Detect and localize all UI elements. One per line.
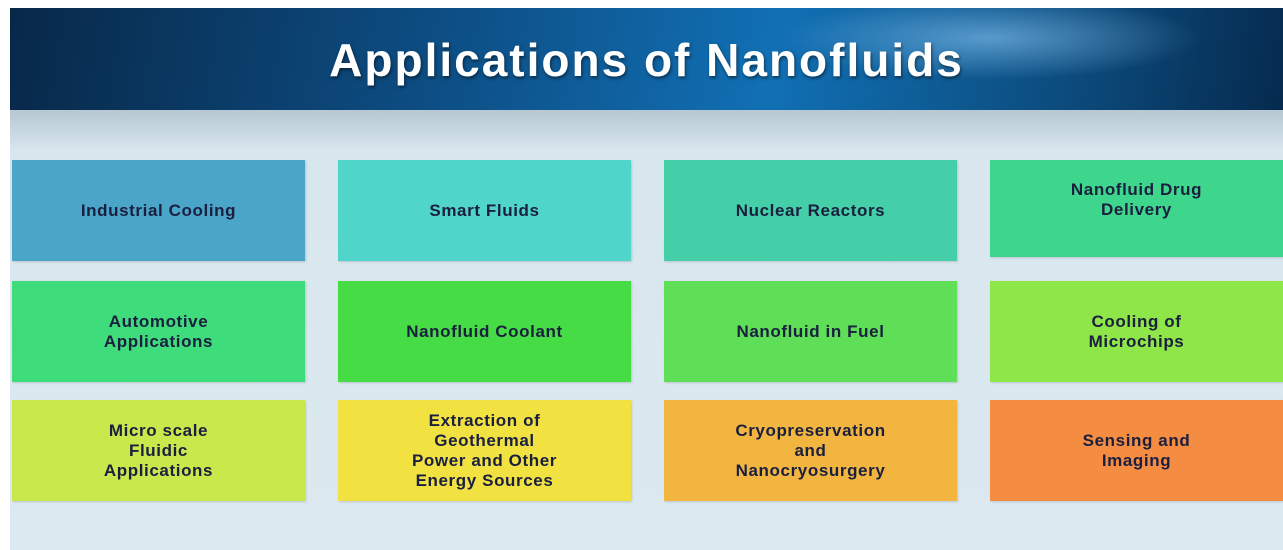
- application-box: Extraction of Geothermal Power and Other En…: [338, 400, 631, 501]
- box-label: Cryopreservation: [735, 420, 886, 440]
- application-box: Industrial Cooling: [12, 160, 305, 261]
- slide-title: Applications of Nanofluids: [329, 34, 964, 86]
- banner: [10, 8, 1283, 110]
- box-label: Applications: [103, 331, 214, 351]
- application-box: Cryopreservation and Nanocryosurgery: [664, 400, 957, 501]
- box-label: Delivery: [1101, 199, 1172, 219]
- box-label: Nanofluid Drug: [1070, 179, 1203, 199]
- box-label: Industrial Cooling: [80, 200, 237, 220]
- box-label: Fluidic: [129, 440, 188, 460]
- application-box: Micro scale Fluidic Applications: [12, 400, 305, 501]
- application-box: Nanofluid Coolant: [338, 281, 631, 382]
- box-label: Energy Sources: [415, 470, 554, 490]
- banner-shadow: [10, 110, 1283, 150]
- box-label: Microchips: [1088, 331, 1185, 351]
- box-label: Nuclear Reactors: [735, 200, 886, 220]
- box-label: Automotive: [108, 311, 209, 331]
- box-label: and: [794, 440, 827, 460]
- application-box: Nuclear Reactors: [664, 160, 957, 261]
- application-box: Sensing and Imaging: [990, 400, 1283, 501]
- box-label: Nanocryosurgery: [735, 460, 886, 480]
- box-label: Sensing and: [1082, 430, 1191, 450]
- application-box: Cooling of Microchips: [990, 281, 1283, 382]
- slide: Applications of Nanofluids Industrial Co…: [10, 8, 1283, 550]
- box-label: Nanofluid Coolant: [406, 321, 563, 341]
- box-label: Geothermal: [434, 430, 535, 450]
- box-label: Extraction of: [428, 410, 541, 430]
- application-box: Automotive Applications: [12, 281, 305, 382]
- application-box: Smart Fluids: [338, 160, 631, 261]
- box-label: Applications: [103, 460, 214, 480]
- box-label: Micro scale: [108, 420, 209, 440]
- application-box: Nanofluid in Fuel: [664, 281, 957, 382]
- box-label: Smart Fluids: [429, 200, 540, 220]
- application-box: Nanofluid Drug Delivery: [990, 160, 1283, 257]
- box-label: Cooling of: [1091, 311, 1182, 331]
- box-label: Imaging: [1101, 450, 1172, 470]
- box-label: Power and Other: [411, 450, 558, 470]
- box-label: Nanofluid in Fuel: [736, 321, 885, 341]
